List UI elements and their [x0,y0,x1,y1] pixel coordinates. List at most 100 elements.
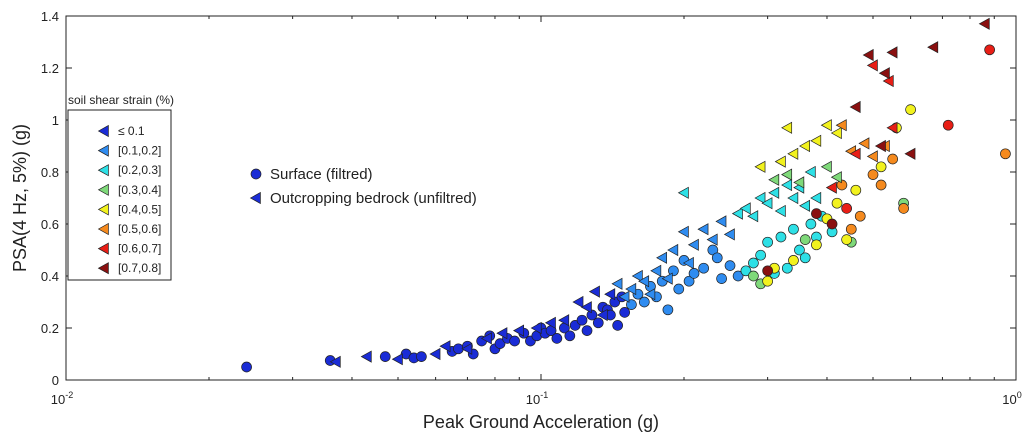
surface-point [241,361,252,373]
surface-point [581,325,593,336]
bedrock-point [739,202,751,215]
bedrock-point [496,327,508,340]
y-tick-label: 0.8 [41,165,59,180]
strain-legend-label: [0.6,0.7] [118,242,161,256]
bedrock-point [480,332,492,345]
surface-point [775,231,787,243]
surface-point [826,218,838,230]
y-axis-ticks: 0 0.2 0.4 0.6 0.8 1 1.2 1.4 [41,9,1016,388]
strain-legend-label: [0.5,0.6] [118,222,161,236]
strain-legend-label: [0.3,0.4] [118,183,161,197]
surface-point [781,262,793,274]
bedrock-point [927,41,939,54]
strain-legend-marker [97,124,109,138]
bedrock-point [820,119,832,132]
bedrock-point [588,285,600,298]
surface-point [740,265,752,277]
bedrock-point [513,324,525,337]
bedrock-point [874,139,886,153]
surface-point [867,169,879,180]
strain-legend-marker [97,242,109,255]
bedrock-point [754,191,766,205]
bedrock-point [787,191,799,205]
surface-point [836,179,848,191]
surface-point [716,273,727,284]
bedrock-point [439,340,451,353]
surface-point [711,252,723,264]
marker-legend: Surface (filtred) Outcropping bedrock (un… [249,166,477,207]
surface-point [612,320,623,331]
bedrock-point [799,139,810,153]
surface-point [794,244,805,256]
surface-point [898,203,909,214]
bedrock-point [697,223,709,236]
y-tick-label: 1.4 [41,9,59,24]
bedrock-point [391,353,403,366]
bedrock-point [768,186,780,199]
bedrock-point [631,269,643,283]
bedrock-point [825,181,837,194]
bedrock-point [810,191,822,205]
bedrock-point [781,178,793,192]
bedrock-point [677,186,689,199]
bedrock-point [530,321,542,335]
surface-point [845,223,857,235]
surface-point [811,208,822,219]
surface-point [875,179,887,191]
surface-point [724,260,736,271]
surface-point [668,265,679,277]
bedrock-point [667,243,679,257]
bedrock-point [820,160,832,173]
bedrock-point [830,126,842,140]
surface-point [592,317,604,329]
strain-legend-title: soil shear strain (%) [68,93,174,107]
surface-point [799,234,811,245]
bedrock-point [866,150,878,163]
y-tick-label: 0 [52,373,59,388]
strain-legend-marker [97,262,109,275]
plot-marks [241,17,1011,373]
bedrock-point [774,155,786,168]
surface-point [662,304,674,316]
strain-legend-box [67,109,172,281]
x-axis-title: Peak Ground Acceleration (g) [423,412,659,432]
surface-point [576,314,588,326]
strain-legend-marker [97,203,109,216]
strain-legend-label: [0.1,0.2] [118,144,161,158]
surface-point [748,257,759,269]
bedrock-point [611,277,623,290]
surface-point [805,218,817,230]
surface-point [875,161,887,173]
surface-point [942,119,954,131]
bedrock-point [799,199,810,212]
bedrock-point [866,59,878,72]
bedrock-point [461,342,473,355]
bedrock-point [625,282,637,296]
surface-point [619,307,630,318]
surface-point [762,265,773,277]
surface-point [841,234,852,245]
bedrock-point [677,225,689,238]
bedrock-point [715,215,727,228]
bedrock-point [774,204,786,218]
x-tick-label: 10-1 [526,390,548,407]
bedrock-point [544,316,556,329]
bedrock-point [781,121,793,134]
surface-point [905,104,916,115]
bedrock-point [768,173,780,186]
bedrock-point [849,100,861,114]
bedrock-point [862,48,874,62]
bedrock-point [687,238,699,251]
strain-legend-label: [0.7,0.8] [118,261,161,275]
bedrock-point [329,355,341,368]
y-tick-label: 1 [52,113,59,128]
surface-point [688,268,700,279]
surface-point [494,338,506,349]
y-tick-label: 1.2 [41,61,59,76]
bedrock-point [682,256,694,270]
surface-point [638,296,650,308]
marker-legend-label: Outcropping bedrock (unfiltred) [270,190,477,207]
surface-point [854,210,866,222]
bedrock-point [849,147,861,160]
bedrock-point [656,251,668,264]
